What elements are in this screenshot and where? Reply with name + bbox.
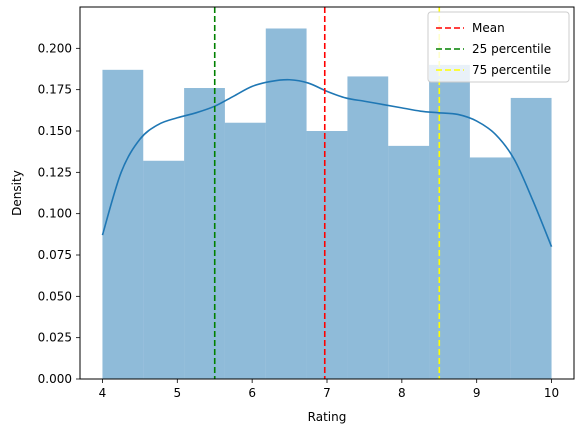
kde-curve-group <box>101 78 553 248</box>
x-tick-label: 4 <box>99 386 107 400</box>
y-tick-label: 0.150 <box>38 124 72 138</box>
y-axis-label: Density <box>10 170 24 216</box>
histogram-bar <box>429 64 470 379</box>
x-tick-label: 8 <box>398 386 406 400</box>
y-tick-label: 0.200 <box>38 41 72 55</box>
y-tick-label: 0.125 <box>38 165 72 179</box>
histogram-bar <box>510 97 552 379</box>
y-tick-label: 0.000 <box>38 372 72 386</box>
histogram-bar <box>143 160 185 379</box>
histogram-bars <box>102 28 552 380</box>
reference-lines <box>213 7 441 379</box>
x-tick-label: 6 <box>248 386 256 400</box>
x-axis-ticks: 4 5 6 7 8 9 10 <box>99 379 559 400</box>
legend-label: Mean <box>472 21 505 35</box>
x-tick-label: 5 <box>173 386 181 400</box>
histogram-bar <box>224 122 266 379</box>
y-tick-label: 0.050 <box>38 289 72 303</box>
legend-box <box>427 11 570 83</box>
histogram-bar <box>347 76 389 379</box>
legend: Mean 25 percentile 75 percentile <box>427 11 570 83</box>
y-tick-label: 0.075 <box>38 248 72 262</box>
y-axis-ticks: 0.000 0.025 0.050 0.075 0.100 0.125 0.150 0.175… <box>38 41 80 386</box>
legend-label: 25 percentile <box>472 42 551 56</box>
x-tick-label: 7 <box>323 386 331 400</box>
y-tick-label: 0.175 <box>38 83 72 97</box>
legend-label: 75 percentile <box>472 63 551 77</box>
histogram-bar <box>184 88 225 379</box>
x-tick-label: 9 <box>473 386 481 400</box>
histogram-bar <box>265 28 307 379</box>
kde-curve <box>101 78 553 248</box>
y-tick-label: 0.025 <box>38 331 72 345</box>
x-tick-label: 10 <box>544 386 559 400</box>
x-axis-label: Rating <box>308 410 347 424</box>
histogram-bar <box>306 131 348 379</box>
histogram-bar <box>469 157 511 379</box>
y-tick-label: 0.100 <box>38 207 72 221</box>
histogram-bar <box>388 145 430 379</box>
histogram-bar <box>102 69 144 380</box>
